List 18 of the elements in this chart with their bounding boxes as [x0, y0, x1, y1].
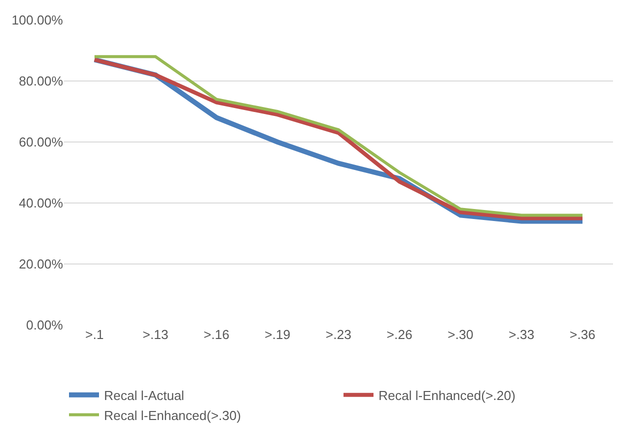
x-tick-label: >.23 [326, 327, 352, 342]
legend-label: Recal l-Enhanced(>.20) [378, 388, 516, 403]
y-tick-label: 80.00% [18, 74, 64, 89]
y-tick-label: 0.00% [26, 318, 64, 333]
x-tick-label: >.30 [448, 327, 474, 342]
x-tick-label: >.26 [386, 327, 412, 342]
y-tick-label: 60.00% [18, 134, 64, 150]
x-tick-label: >.33 [508, 327, 534, 342]
x-tick-label: >.36 [570, 327, 596, 342]
legend-label: Recal l-Enhanced(>.30) [104, 408, 241, 423]
x-tick-label: >.16 [204, 327, 230, 342]
x-tick-label: >.1 [85, 327, 104, 342]
legend-label: Recal l-Actual [104, 388, 184, 403]
x-tick-label: >.13 [142, 327, 168, 342]
x-tick-label: >.19 [264, 327, 290, 342]
y-tick-label: 20.00% [18, 256, 64, 272]
y-tick-label: 40.00% [18, 196, 64, 211]
y-tick-label: 100.00% [12, 12, 64, 28]
